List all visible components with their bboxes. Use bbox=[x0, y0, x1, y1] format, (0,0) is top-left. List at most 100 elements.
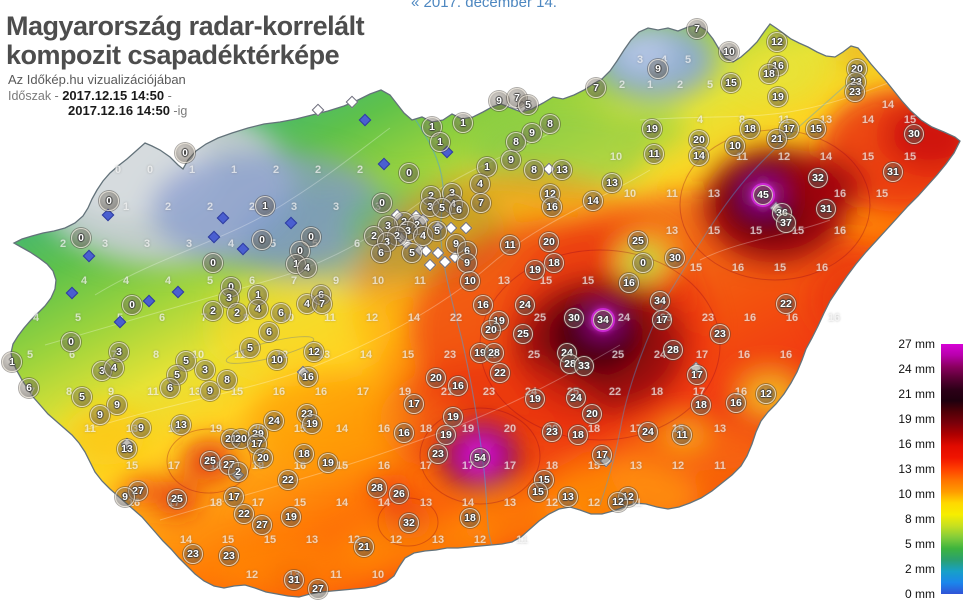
grid-value-label: 16 bbox=[785, 312, 799, 324]
grid-value-label: 25 bbox=[527, 349, 541, 361]
previous-day-link[interactable]: « 2017. december 14. bbox=[411, 0, 557, 11]
station-value-marker: 16 bbox=[542, 197, 562, 217]
station-value-marker: 26 bbox=[389, 484, 409, 504]
grid-value-label: 12 bbox=[587, 497, 601, 509]
station-value-marker: 0 bbox=[99, 191, 119, 211]
grid-value-label: 4 bbox=[32, 312, 40, 324]
station-value-marker: 14 bbox=[689, 146, 709, 166]
grid-value-label: 18 bbox=[650, 386, 664, 398]
diamond-marker-icon bbox=[311, 103, 325, 117]
station-value-marker: 18 bbox=[568, 425, 588, 445]
grid-value-label: 2 bbox=[248, 201, 256, 213]
grid-value-label: 14 bbox=[335, 423, 349, 435]
station-value-marker: 10 bbox=[725, 136, 745, 156]
period-row-2: 2017.12.16 14:50 -ig bbox=[68, 103, 187, 118]
grid-value-label: 23 bbox=[443, 349, 457, 361]
grid-value-label: 13 bbox=[503, 497, 517, 509]
grid-value-label: 4 bbox=[164, 275, 172, 287]
grid-value-label: 7 bbox=[290, 275, 298, 287]
grid-value-label: 18 bbox=[587, 423, 601, 435]
grid-value-label: 11 bbox=[666, 188, 678, 200]
station-value-marker: 4 bbox=[104, 358, 124, 378]
period-row-1: Időszak - 2017.12.15 14:50 - bbox=[8, 88, 187, 103]
station-value-marker: 12 bbox=[767, 32, 787, 52]
grid-value-label: 1 bbox=[646, 79, 654, 91]
grid-value-label: 20 bbox=[503, 423, 517, 435]
grid-value-label: 1 bbox=[188, 164, 196, 176]
grid-value-label: 14 bbox=[335, 497, 349, 509]
station-value-marker: 23 bbox=[845, 82, 865, 102]
grid-value-label: 3 bbox=[143, 238, 151, 250]
grid-value-label: 17 bbox=[419, 460, 433, 472]
station-value-marker: 14 bbox=[583, 191, 603, 211]
station-value-marker: 31 bbox=[284, 570, 304, 590]
station-value-marker: 34 bbox=[650, 291, 670, 311]
station-value-marker: 7 bbox=[687, 19, 707, 39]
station-value-marker: 10 bbox=[719, 42, 739, 62]
station-value-marker: 8 bbox=[506, 132, 526, 152]
station-value-marker: 9 bbox=[107, 395, 127, 415]
grid-value-label: 2 bbox=[206, 201, 214, 213]
diamond-marker-icon bbox=[377, 157, 391, 171]
grid-value-label: 15 bbox=[689, 262, 703, 274]
grid-value-label: 12 bbox=[389, 534, 403, 546]
grid-value-label: 11 bbox=[736, 151, 748, 163]
grid-value-label: 3 bbox=[101, 238, 109, 250]
grid-value-label: 5 bbox=[206, 275, 214, 287]
grid-value-label: 10 bbox=[609, 151, 623, 163]
grid-value-label: 14 bbox=[407, 312, 421, 324]
grid-value-label: 13 bbox=[713, 423, 727, 435]
station-value-marker: 10 bbox=[460, 271, 480, 291]
grid-value-label: 25 bbox=[533, 312, 547, 324]
station-value-marker: 9 bbox=[522, 123, 542, 143]
grid-value-label: 0 bbox=[146, 164, 154, 176]
grid-value-label: 16 bbox=[833, 225, 847, 237]
grid-value-label: 17 bbox=[695, 349, 709, 361]
grid-value-label: 23 bbox=[482, 386, 496, 398]
grid-value-label: 3 bbox=[185, 238, 193, 250]
station-value-marker: 6 bbox=[259, 322, 279, 342]
diamond-marker-icon bbox=[171, 285, 185, 299]
grid-value-label: 16 bbox=[743, 312, 757, 324]
grid-value-label: 5 bbox=[269, 238, 277, 250]
grid-value-label: 12 bbox=[671, 460, 685, 472]
station-value-marker: 30 bbox=[564, 308, 584, 328]
grid-value-label: 5 bbox=[74, 312, 82, 324]
period-suffix: -ig bbox=[173, 104, 188, 118]
station-value-marker: 22 bbox=[278, 470, 298, 490]
grid-value-label: 14 bbox=[377, 497, 391, 509]
station-value-marker: 7 bbox=[586, 78, 606, 98]
station-value-marker: 23 bbox=[219, 546, 239, 566]
station-value-marker: 27 bbox=[252, 515, 272, 535]
grid-value-label: 15 bbox=[707, 225, 721, 237]
grid-value-label: 15 bbox=[401, 349, 415, 361]
grid-value-label: 16 bbox=[731, 262, 745, 274]
grid-value-label: 15 bbox=[903, 114, 917, 126]
station-value-marker: 0 bbox=[61, 332, 81, 352]
station-value-marker: 13 bbox=[117, 439, 137, 459]
grid-value-label: 16 bbox=[737, 349, 751, 361]
grid-value-label: 5 bbox=[706, 79, 714, 91]
station-value-marker: 6 bbox=[271, 303, 291, 323]
station-value-marker: 9 bbox=[648, 59, 668, 79]
grid-value-label: 16 bbox=[827, 312, 841, 324]
period-end: 2017.12.16 14:50 bbox=[68, 103, 170, 118]
station-value-marker: 31 bbox=[883, 162, 903, 182]
grid-value-label: 2 bbox=[314, 164, 322, 176]
station-value-marker: 17 bbox=[652, 310, 672, 330]
station-value-marker: 16 bbox=[448, 376, 468, 396]
grid-value-label: 14 bbox=[461, 497, 475, 509]
grid-value-label: 18 bbox=[209, 497, 223, 509]
grid-value-label: 9 bbox=[332, 275, 340, 287]
station-value-marker: 11 bbox=[500, 235, 520, 255]
grid-value-label: 14 bbox=[359, 349, 373, 361]
station-value-marker: 13 bbox=[558, 487, 578, 507]
grid-value-label: 25 bbox=[611, 349, 625, 361]
diamond-marker-icon bbox=[236, 242, 250, 256]
station-value-marker: 28 bbox=[367, 478, 387, 498]
grid-value-label: 13 bbox=[707, 188, 721, 200]
station-value-marker: 25 bbox=[628, 231, 648, 251]
grid-value-label: 6 bbox=[158, 312, 166, 324]
grid-value-label: 13 bbox=[629, 460, 643, 472]
station-value-marker: 45 bbox=[753, 185, 773, 205]
